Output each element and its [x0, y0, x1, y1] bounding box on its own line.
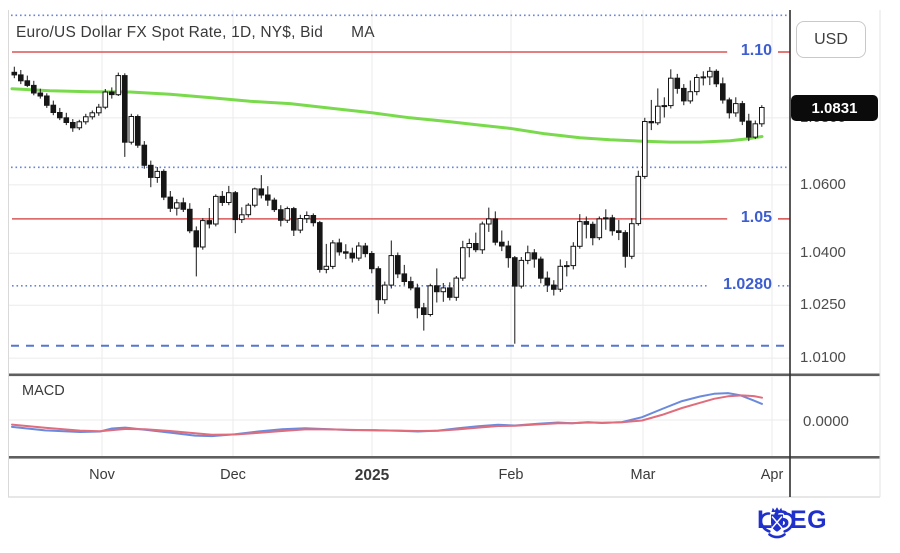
ma-indicator-label[interactable]: MA — [351, 24, 375, 41]
chart-legend: Euro/US Dollar FX Spot Rate, 1D, NY$, Bi… — [16, 24, 375, 42]
time-axis-label: Dec — [220, 467, 246, 483]
time-axis-label: Feb — [498, 467, 524, 483]
price-tick-label: 1.0250 — [800, 296, 846, 314]
time-axis-label: Nov — [89, 467, 115, 483]
lseg-logo: LSEG — [757, 506, 828, 539]
last-price-badge: 1.0831 — [791, 95, 878, 121]
time-axis-label: Apr — [760, 467, 784, 483]
time-axis-label: Mar — [630, 467, 656, 483]
time-axis-label: 2025 — [354, 467, 390, 484]
macd-panel-label: MACD — [22, 383, 65, 399]
price-level-label: 1.0280 — [723, 275, 772, 293]
price-level-label: 1.10 — [740, 42, 772, 59]
instrument-title: Euro/US Dollar FX Spot Rate, 1D, NY$, Bi… — [16, 24, 324, 41]
lseg-logo-text: LSEG — [757, 506, 828, 534]
macd-zero-label: 0.0000 — [803, 413, 849, 430]
currency-unit-button[interactable]: USD — [796, 21, 866, 58]
price-level-label: 1.05 — [740, 208, 772, 226]
price-tick-label: 1.0400 — [800, 244, 846, 262]
lseg-crest-icon — [759, 507, 795, 539]
price-tick-label: 1.0600 — [800, 175, 846, 193]
price-tick-label: 1.0100 — [800, 349, 846, 367]
